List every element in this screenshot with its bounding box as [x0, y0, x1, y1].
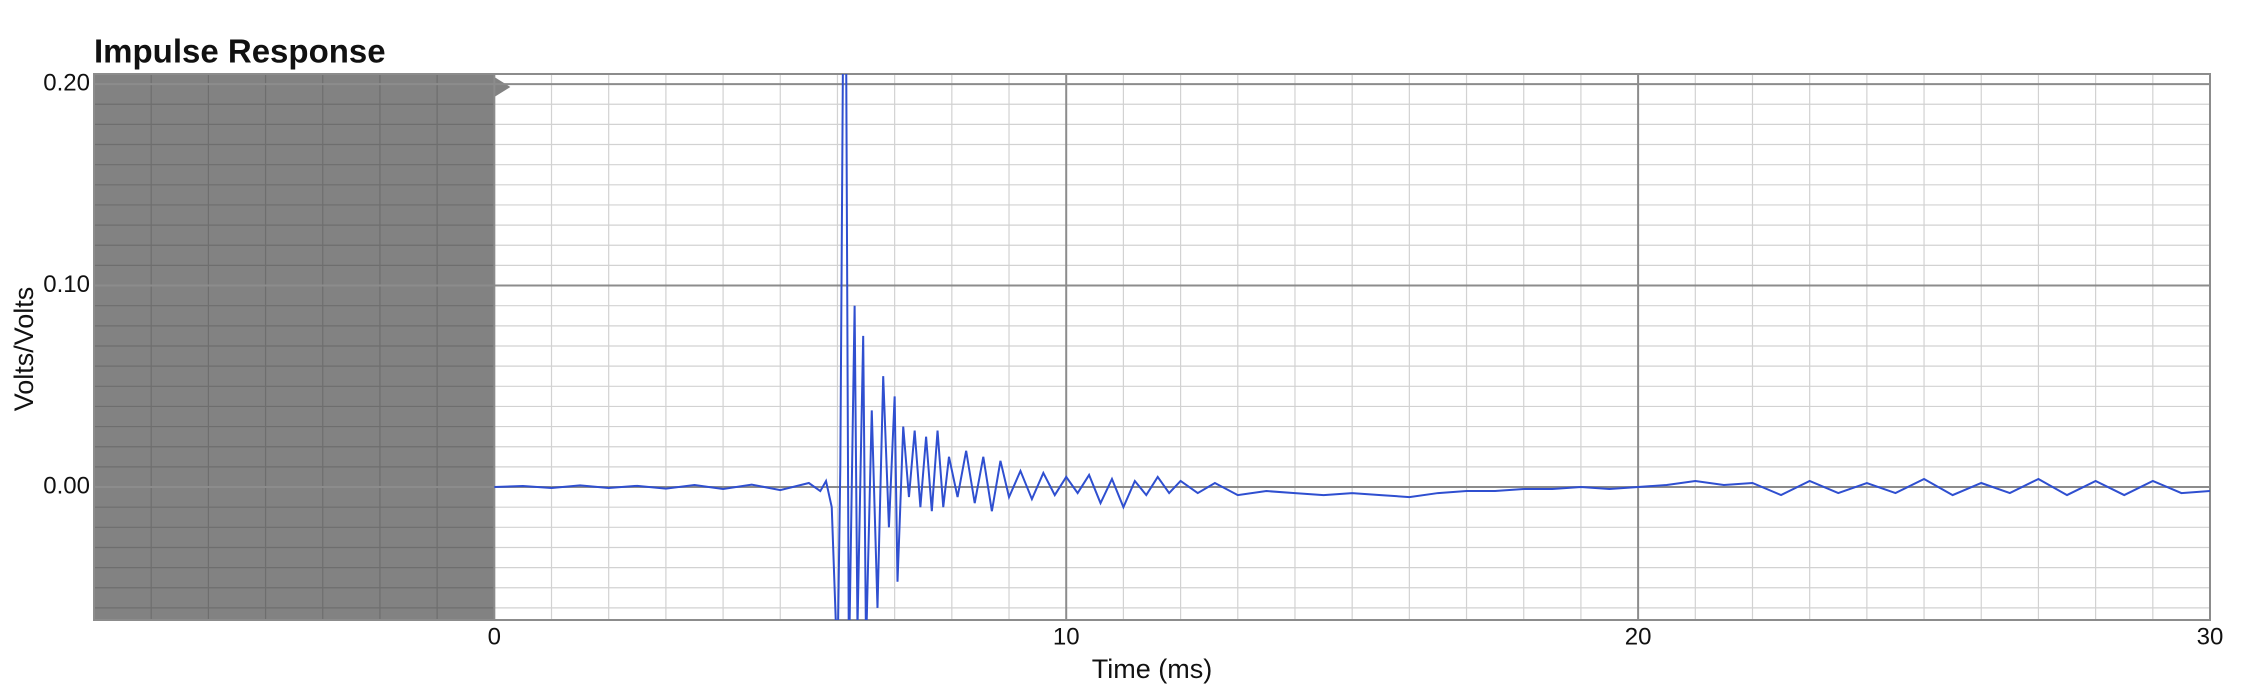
x-tick-label: 0: [488, 623, 501, 650]
plot-border: [93, 73, 2211, 621]
y-tick-label: 0.20: [43, 69, 90, 96]
x-axis-label: Time (ms): [1092, 654, 1212, 684]
shaded-marker: [494, 77, 511, 97]
y-tick-label: 0.00: [43, 472, 90, 499]
chart-title: Impulse Response: [94, 33, 386, 70]
x-tick-label: 20: [1625, 623, 1652, 650]
x-tick-label: 30: [2197, 623, 2224, 650]
y-tick-label: 0.10: [43, 271, 90, 298]
y-axis-label: Volts/Volts: [9, 287, 39, 412]
x-tick-label: 10: [1053, 623, 1080, 650]
shaded-region: [94, 74, 495, 620]
data-line: [494, 74, 2210, 620]
